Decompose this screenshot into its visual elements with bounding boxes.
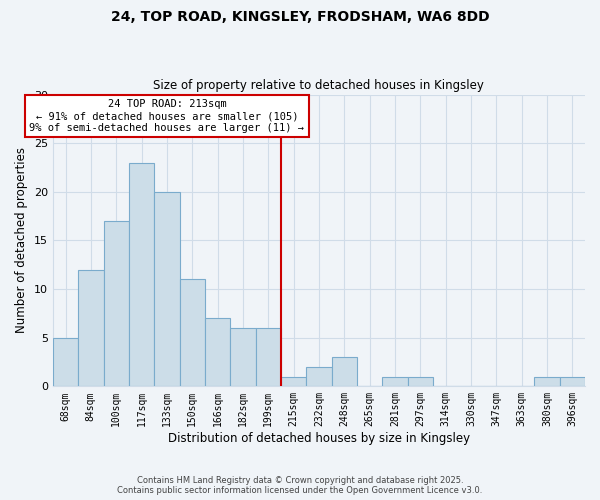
Bar: [332, 357, 357, 386]
Bar: [535, 376, 560, 386]
Bar: [129, 162, 154, 386]
Bar: [104, 221, 129, 386]
Bar: [205, 318, 230, 386]
Bar: [407, 376, 433, 386]
Text: 24 TOP ROAD: 213sqm
← 91% of detached houses are smaller (105)
9% of semi-detach: 24 TOP ROAD: 213sqm ← 91% of detached ho…: [29, 100, 304, 132]
Bar: [154, 192, 179, 386]
Bar: [382, 376, 407, 386]
Bar: [78, 270, 104, 386]
Bar: [230, 328, 256, 386]
X-axis label: Distribution of detached houses by size in Kingsley: Distribution of detached houses by size …: [168, 432, 470, 445]
Bar: [560, 376, 585, 386]
Bar: [306, 367, 332, 386]
Bar: [281, 376, 306, 386]
Title: Size of property relative to detached houses in Kingsley: Size of property relative to detached ho…: [154, 79, 484, 92]
Bar: [256, 328, 281, 386]
Bar: [179, 280, 205, 386]
Text: Contains HM Land Registry data © Crown copyright and database right 2025.
Contai: Contains HM Land Registry data © Crown c…: [118, 476, 482, 495]
Bar: [53, 338, 78, 386]
Y-axis label: Number of detached properties: Number of detached properties: [16, 148, 28, 334]
Text: 24, TOP ROAD, KINGSLEY, FRODSHAM, WA6 8DD: 24, TOP ROAD, KINGSLEY, FRODSHAM, WA6 8D…: [110, 10, 490, 24]
